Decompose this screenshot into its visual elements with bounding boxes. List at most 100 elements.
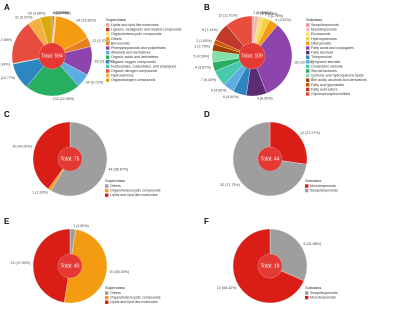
legend-swatch <box>306 37 310 41</box>
legend-text: Fatty acids and conjugates <box>311 46 354 50</box>
legend-swatch <box>105 184 109 188</box>
legend-swatch <box>306 60 310 64</box>
legend-swatch <box>306 83 310 87</box>
legend-text: Phenylpropanoids and polyketides <box>111 46 166 50</box>
legend-swatch <box>106 78 110 82</box>
legend-swatch <box>306 92 310 96</box>
legend-text: Alkaloids and derivatives <box>111 51 151 55</box>
slice-label: 32 (72.73%) <box>220 183 240 187</box>
slice-label: 5 (4.59%) <box>211 89 227 93</box>
legend-swatch <box>105 300 109 304</box>
legend-text: Pregnane steroids <box>311 60 340 64</box>
legend-swatch <box>305 188 309 193</box>
slice-label: 4 (0.67%) <box>53 11 69 15</box>
slice-label: 12 (27.27%) <box>300 131 320 135</box>
slice-label: 2 (1.83%) <box>262 12 278 16</box>
legend-swatch <box>306 50 310 55</box>
legend-text: Others <box>110 291 121 295</box>
legend-text: Nucleosides, nucleotides, and analogues <box>111 64 177 68</box>
legend-swatch <box>306 78 310 82</box>
legend-text: Benzenoids <box>111 41 130 45</box>
legend-swatch <box>106 46 110 50</box>
legend-text: Lipids and lipid-like molecules <box>110 300 158 304</box>
legend-title: Subclass <box>306 17 322 22</box>
slice-label: 19 (47.50%) <box>11 261 31 265</box>
legend-swatch <box>305 184 309 188</box>
legend-swatch <box>106 23 110 27</box>
legend-text: Quinone and hydroquinone lipids <box>311 74 364 78</box>
legend-text: Fatty alcohols <box>311 51 333 55</box>
slice-label: 2 (0.34%) <box>0 62 10 66</box>
legend-swatch <box>105 295 109 300</box>
legend-swatch <box>305 295 309 300</box>
slice-label: 106 (17.85%) <box>0 38 12 42</box>
donut-hole <box>258 254 282 278</box>
legend-text: Triterpenoids <box>311 55 332 59</box>
slice-label: 1 (2.50%) <box>73 224 89 228</box>
panel: B1 (0.92%)2 (1.83%)2 (1.83%)3 (2.75%)4 (… <box>193 3 367 101</box>
legend-text: Hydroxysteroids <box>311 37 337 41</box>
slice-label: 5 (0.84%) <box>55 11 71 15</box>
legend-text: Others <box>110 184 121 188</box>
panel: C 44 (58.67%) 1 (1.33%) 30 (40.00%) Total: 7… <box>4 110 161 197</box>
panel: F 6 (31.58%) 13 (68.42%) Total: 19 SubclassS… <box>204 217 338 304</box>
legend-text: Organic acids and derivatives <box>111 55 158 59</box>
legend-text: Sesquiterpenoids <box>310 291 338 295</box>
slice-label: 30 (40.00%) <box>12 145 32 149</box>
legend-text: Monoterpenoids <box>310 184 336 188</box>
legend-text: Cholestane steroids <box>311 64 343 68</box>
legend-text: Lipids and lipid-like molecules <box>110 193 158 197</box>
legend-swatch <box>106 64 110 69</box>
panel-letter: C <box>4 110 10 119</box>
legend-swatch <box>106 41 110 46</box>
legend-swatch <box>106 50 110 55</box>
donut-hole <box>58 147 82 171</box>
slice-label: 12 (11.01%) <box>218 13 237 17</box>
slice-label: 36 (33.03%) <box>294 61 314 65</box>
legend-swatch <box>105 188 109 193</box>
legend-text: Fatty acid esters <box>311 87 338 91</box>
legend-title: Superclass <box>106 17 126 22</box>
panel-letter: D <box>204 110 210 119</box>
slice-label: 4 (3.67%) <box>275 18 291 22</box>
legend-text: Organic oxygen compounds <box>111 60 156 64</box>
slice-label: 1 (0.92%) <box>253 11 269 15</box>
donut-hole <box>39 43 65 69</box>
panel: A 1 (0.17%)4 (0.67%)5 (0.84%) 94 (15.82%) 2… <box>0 3 182 101</box>
donut-hole <box>258 147 282 171</box>
legend-text: Sesquiterpenoids <box>311 23 339 27</box>
panel: D 12 (27.27%) 32 (72.73%) Total: 44 Subclass… <box>204 110 338 197</box>
legend-swatch <box>306 55 310 59</box>
legend-text: Monoterpenoids <box>311 28 337 32</box>
legend-swatch <box>105 193 109 197</box>
legend-swatch <box>306 69 310 73</box>
slice-label: 6 (31.58%) <box>303 242 321 246</box>
legend-text: Organoheterocyclic compounds <box>110 296 161 300</box>
slice-label: 2 (1.83%) <box>257 11 273 15</box>
legend-title: Superclass <box>105 178 125 183</box>
slice-label: 22 (3.70%) <box>92 39 110 43</box>
legend-swatch <box>106 27 110 32</box>
legend-text: Organohalogen compounds <box>111 78 156 82</box>
legend-swatch <box>306 46 310 50</box>
legend-swatch <box>106 60 110 64</box>
legend-text: Organoheterocyclic compounds <box>111 32 162 36</box>
slice-label: 1 (1.33%) <box>32 190 48 194</box>
legend-text: Eicosanoids <box>311 32 331 36</box>
slice-label: 31 (5.22%) <box>15 16 33 20</box>
panel-letter: A <box>4 3 10 12</box>
slice-label: 20 (50.00%) <box>110 270 130 274</box>
legend-swatch <box>106 73 110 78</box>
legend-swatch <box>106 32 110 36</box>
center-text: Total: 40 <box>61 263 80 269</box>
legend-text: Others <box>111 37 122 41</box>
legend-swatch <box>306 32 310 36</box>
panel: E 1 (2.50%) 20 (50.00%) 19 (47.50%) Total: 4… <box>4 217 161 304</box>
slice-label: 9 (8.26%) <box>257 97 273 101</box>
legend-text: Sesquiterpenoids <box>310 189 338 193</box>
legend-text: Lignans, neolignans and related compound… <box>111 28 182 32</box>
legend-text: Lipids and lipid-like molecules <box>111 23 159 27</box>
slice-label: 7 (6.42%) <box>201 78 217 82</box>
legend-swatch <box>306 87 310 92</box>
